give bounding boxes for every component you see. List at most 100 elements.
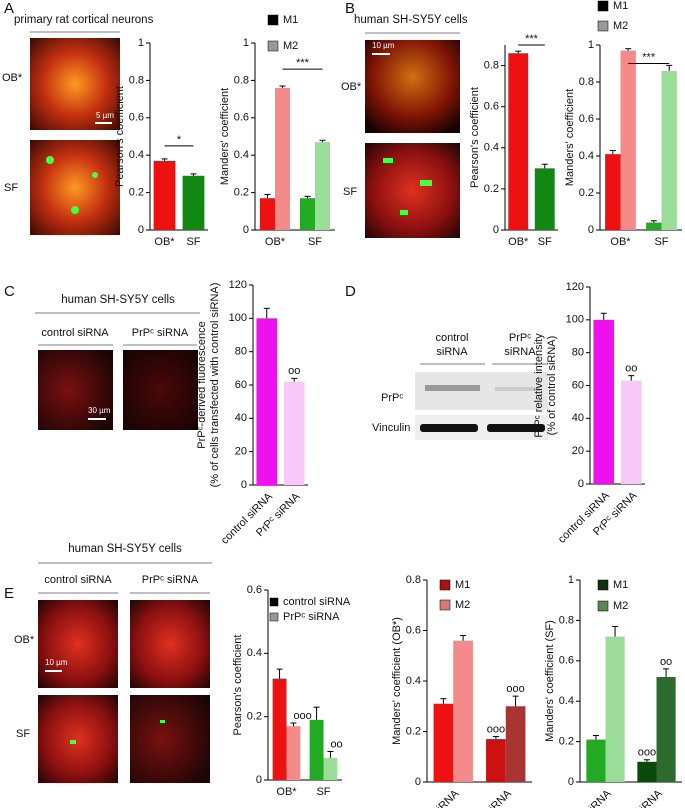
- row-label: OB*: [14, 634, 35, 646]
- y-tick-label: 60: [235, 379, 247, 391]
- significance-label: oo: [288, 365, 300, 377]
- legend-swatch: [267, 14, 279, 26]
- y-tick-label: 20: [235, 446, 247, 458]
- row-label: SF: [16, 728, 30, 740]
- y-tick-label: 20: [572, 445, 584, 457]
- bar: [260, 198, 275, 230]
- puncta: [46, 156, 54, 164]
- y-tick-label: 0.8: [559, 614, 574, 626]
- puncta: [383, 158, 393, 163]
- y-tick-label: 0: [588, 224, 594, 236]
- scale-label: 30 µm: [88, 406, 111, 415]
- puncta: [400, 210, 408, 215]
- bar: [486, 739, 506, 782]
- x-tick-label: OB*: [154, 236, 175, 248]
- panel-title: human SH-SY5Y cells: [354, 14, 468, 26]
- significance-label: ooo: [506, 683, 524, 695]
- y-tick-label: 0: [493, 224, 499, 236]
- y-tick-label: 120: [229, 279, 247, 291]
- x-tick-label: SF: [538, 236, 552, 248]
- y-tick-label: 0.8: [234, 74, 249, 86]
- significance-label: *: [177, 134, 182, 146]
- significance-label: oo: [625, 363, 637, 375]
- micrograph: [30, 38, 120, 130]
- y-axis-label: Manders' coefficient: [564, 89, 576, 186]
- legend-label: M1: [613, 579, 628, 591]
- blot-band: [495, 387, 540, 391]
- bar: [505, 706, 526, 782]
- bar: [300, 198, 315, 230]
- bar: [593, 319, 615, 484]
- micrograph: [38, 600, 118, 688]
- bar: [433, 703, 454, 782]
- y-tick-label: 0.6: [559, 655, 574, 667]
- panel-title: human SH-SY5Y cells: [68, 543, 182, 555]
- x-tick-label: SF: [654, 236, 668, 248]
- y-axis-label: PrPᶜ-derived fluorescence: [196, 321, 208, 448]
- bar: [620, 50, 636, 230]
- bar: [508, 53, 529, 230]
- legend-swatch: [269, 597, 279, 607]
- bar: [586, 739, 606, 782]
- x-tick-label: PrPᶜ siRNA: [466, 787, 515, 808]
- scale-label: 5 µm: [96, 111, 114, 120]
- y-axis-label: (% of cells transfected with control siR…: [209, 283, 221, 488]
- y-tick-label: 0.2: [559, 736, 574, 748]
- y-axis-label: Manders' coefficient (OB*): [391, 617, 403, 745]
- y-tick-label: 0: [256, 774, 262, 786]
- y-tick-label: 0.6: [406, 624, 421, 636]
- bar: [646, 222, 662, 230]
- y-tick-label: 1: [588, 39, 594, 51]
- legend-swatch: [597, 20, 609, 32]
- panel-letter: D: [345, 283, 356, 300]
- column-label: siRNA: [436, 346, 468, 358]
- bar: [534, 168, 555, 230]
- legend-swatch: [439, 599, 451, 611]
- y-tick-label: 0.6: [484, 101, 499, 113]
- x-tick-label: SF: [186, 236, 200, 248]
- y-tick-label: 60: [572, 379, 584, 391]
- significance-label: ***: [296, 57, 310, 69]
- legend-swatch: [269, 612, 279, 622]
- row-label: OB*: [2, 72, 23, 84]
- y-tick-label: 80: [572, 347, 584, 359]
- legend-label: M2: [613, 20, 628, 32]
- scale-label: 10 µm: [45, 658, 68, 667]
- panel-title: primary rat cortical neurons: [14, 14, 154, 26]
- bar: [605, 636, 625, 782]
- y-tick-label: 0.2: [484, 183, 499, 195]
- micrograph: [30, 140, 120, 235]
- y-axis-label: Pearson's coefficient: [114, 86, 126, 187]
- puncta: [92, 172, 98, 178]
- x-tick-label: SF: [308, 236, 322, 248]
- y-tick-label: 0.2: [247, 711, 262, 723]
- y-tick-label: 100: [566, 314, 584, 326]
- micrograph: [38, 695, 118, 783]
- legend-label: PrPᶜ siRNA: [283, 611, 340, 623]
- row-label: SF: [343, 186, 357, 198]
- y-axis-label: Manders' coefficient: [219, 88, 231, 185]
- significance-label: ***: [642, 51, 656, 63]
- significance-label: ooo: [293, 710, 311, 722]
- scale-label: 10 µm: [372, 41, 395, 50]
- y-tick-label: 0.2: [579, 187, 594, 199]
- y-tick-label: 0: [568, 776, 574, 788]
- legend-label: M1: [613, 0, 628, 12]
- significance-label: ooo: [487, 723, 505, 735]
- significance-label: ooo: [638, 747, 656, 759]
- legend-swatch: [439, 579, 451, 591]
- column-label: control siRNA: [44, 574, 112, 586]
- bar: [283, 381, 305, 485]
- legend-swatch: [597, 600, 609, 612]
- y-tick-label: 1: [138, 37, 144, 49]
- y-axis-label: PrPᶜ relative intensity: [533, 333, 545, 438]
- column-label: siRNA: [504, 346, 536, 358]
- x-tick-label: OB*: [265, 236, 286, 248]
- bar: [256, 318, 278, 485]
- significance-label: ***: [525, 33, 539, 45]
- legend-label: M2: [613, 600, 628, 612]
- y-tick-label: 0.4: [247, 647, 262, 659]
- row-label: OB*: [341, 81, 362, 93]
- y-tick-label: 0.4: [559, 695, 574, 707]
